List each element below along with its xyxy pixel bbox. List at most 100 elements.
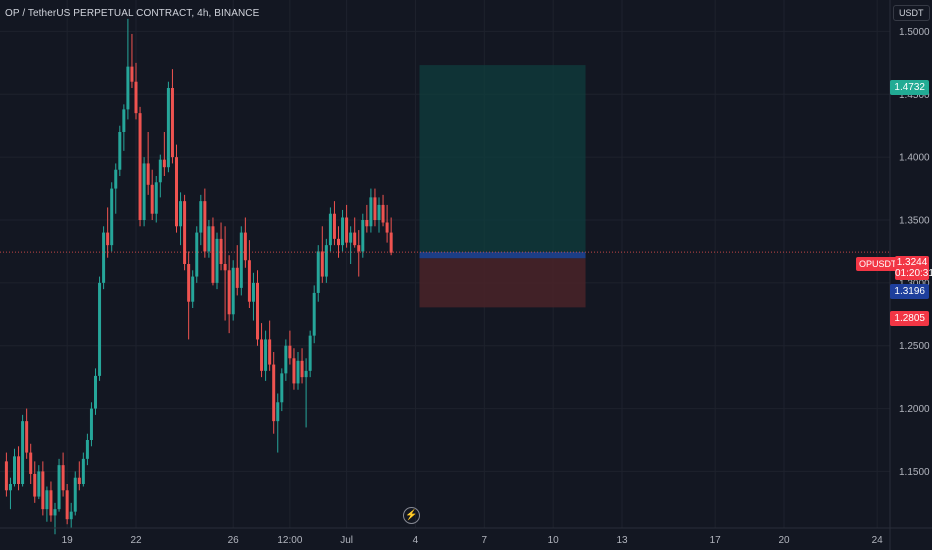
candle-body xyxy=(264,339,268,371)
candle xyxy=(170,69,174,164)
candle xyxy=(385,204,389,243)
candle-body xyxy=(69,511,73,520)
candle xyxy=(199,194,203,246)
candle-body xyxy=(223,264,227,271)
candle xyxy=(65,484,69,525)
candle-body xyxy=(142,163,146,220)
candle xyxy=(227,255,231,334)
price-tick-label: 1.3500 xyxy=(899,216,930,227)
candle-body xyxy=(260,339,264,371)
candle xyxy=(8,477,12,510)
candle xyxy=(296,352,300,390)
candle xyxy=(175,144,178,233)
current-price-value: 1.3244 xyxy=(896,257,928,268)
target-zone[interactable] xyxy=(419,65,586,259)
candle xyxy=(308,330,312,378)
stop-price-label: 1.2805 xyxy=(890,311,929,326)
lightning-icon[interactable]: ⚡ xyxy=(403,507,420,524)
candle-body xyxy=(150,184,154,214)
candle xyxy=(247,240,251,308)
candle-body xyxy=(49,490,53,516)
candle-body xyxy=(65,490,69,520)
candle xyxy=(146,132,150,195)
candle xyxy=(37,465,41,500)
candle xyxy=(142,157,146,227)
price-tick-label: 1.4000 xyxy=(899,153,930,164)
candle-body xyxy=(166,88,170,168)
candle xyxy=(345,204,349,248)
price-axis[interactable]: 1.5000 1.4500 1.4000 1.3500 1.3000 1.2500 1.20… xyxy=(899,27,930,478)
stop-zone[interactable] xyxy=(419,258,586,308)
candle xyxy=(166,81,170,173)
candle xyxy=(191,270,195,308)
candle xyxy=(13,448,16,487)
currency-button[interactable]: USDT xyxy=(893,5,930,21)
candle-body xyxy=(170,88,174,158)
candle xyxy=(320,226,324,283)
candle xyxy=(337,226,340,258)
time-tick-label: 26 xyxy=(228,535,240,546)
candle-body xyxy=(118,132,122,170)
candle xyxy=(81,452,85,487)
price-tick-label: 1.2500 xyxy=(899,341,930,352)
bar-countdown: 01:20:31 xyxy=(895,268,932,279)
candle-body xyxy=(215,238,219,283)
candle-body xyxy=(373,197,377,220)
candle xyxy=(251,272,255,321)
candle-body xyxy=(179,201,183,227)
candle-body xyxy=(247,260,251,302)
candle-body xyxy=(191,276,195,302)
candle-body xyxy=(77,477,81,484)
candle-body xyxy=(154,182,158,214)
candle xyxy=(187,251,191,340)
candle xyxy=(45,486,49,522)
candle-body xyxy=(304,370,308,378)
candle xyxy=(179,192,183,246)
candle-body xyxy=(211,226,215,283)
candle-body xyxy=(357,245,361,252)
candle-body xyxy=(81,458,85,484)
chart-title: OP / TetherUS PERPETUAL CONTRACT, 4h, BI… xyxy=(5,8,260,19)
candle xyxy=(195,226,199,283)
candle-body xyxy=(106,232,110,246)
candle xyxy=(389,217,393,256)
candle xyxy=(21,414,25,487)
candle xyxy=(264,330,268,381)
time-tick-label: 17 xyxy=(710,535,722,546)
candle xyxy=(17,446,21,491)
candle xyxy=(41,461,45,516)
candle-body xyxy=(341,217,345,246)
time-tick-label: 7 xyxy=(482,535,488,546)
position-zones[interactable] xyxy=(419,65,586,308)
entry-band xyxy=(419,252,586,259)
candle xyxy=(77,461,81,491)
time-tick-label: Jul xyxy=(340,535,353,546)
candle xyxy=(361,213,365,258)
candle-body xyxy=(251,282,255,302)
candle-body xyxy=(4,461,8,491)
candle xyxy=(53,502,57,535)
candle-body xyxy=(300,360,304,378)
candle-body xyxy=(296,360,300,384)
candle-body xyxy=(239,232,243,288)
candle-body xyxy=(345,217,349,243)
price-tick-label: 1.1500 xyxy=(899,467,930,478)
candle xyxy=(211,217,215,286)
candle xyxy=(134,62,138,120)
candle xyxy=(98,276,102,381)
candle-body xyxy=(29,452,33,474)
candle-body xyxy=(183,201,187,264)
candle xyxy=(239,226,243,296)
candle-body xyxy=(328,213,332,246)
candle-body xyxy=(207,226,211,252)
candle xyxy=(276,393,280,453)
candle-body xyxy=(110,188,114,246)
candle-body xyxy=(288,345,292,359)
candle-body xyxy=(377,204,381,220)
candle-body xyxy=(369,197,373,227)
candle-body xyxy=(284,345,288,374)
candle xyxy=(377,197,381,233)
candle-body xyxy=(8,484,12,491)
